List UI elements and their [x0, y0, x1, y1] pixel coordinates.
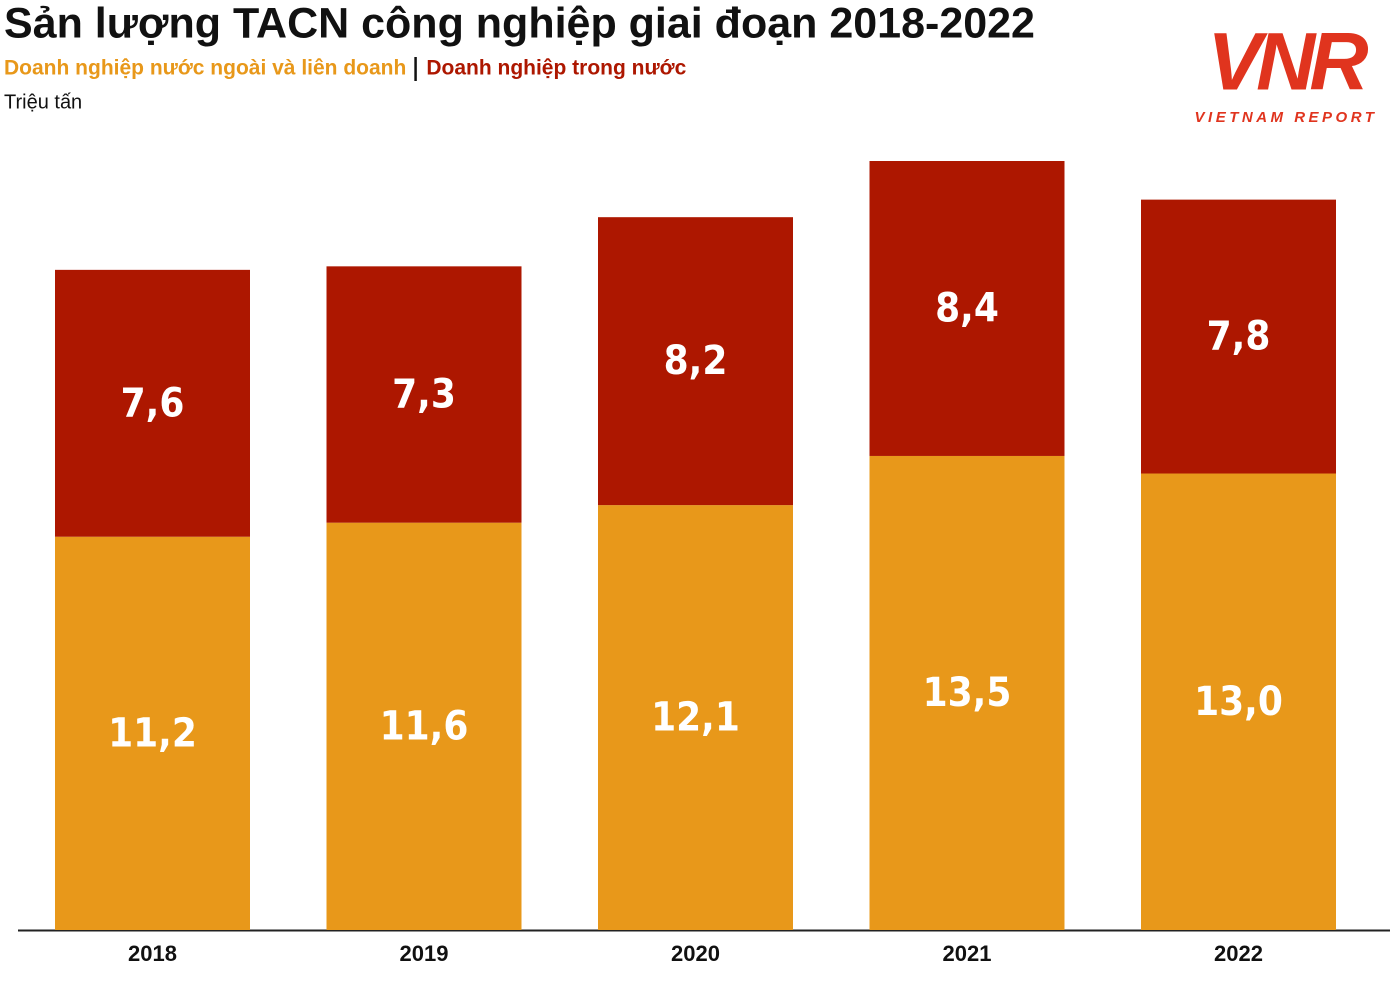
logo-text: VIETNAM REPORT	[1195, 109, 1378, 126]
bar-segment	[598, 217, 793, 506]
value-label: 7,8	[1207, 314, 1271, 360]
bar-segment	[55, 536, 250, 930]
bar-segment	[1141, 199, 1336, 474]
value-label: 7,6	[121, 380, 185, 426]
value-label: 13,5	[923, 670, 1012, 716]
x-tick-label: 2018	[128, 941, 177, 966]
value-label: 11,2	[108, 710, 197, 756]
y-axis-label: Triệu tấn	[4, 91, 82, 113]
x-tick-label: 2021	[943, 941, 992, 966]
chart-title: Sản lượng TACN công nghiệp giai đoạn 201…	[4, 0, 1035, 47]
bar-segment	[326, 266, 522, 523]
value-label: 8,2	[664, 338, 728, 384]
bar-segment	[55, 269, 250, 537]
value-label: 12,1	[651, 695, 740, 741]
bar-segment	[869, 161, 1065, 456]
x-tick-label: 2022	[1214, 941, 1263, 966]
value-label: 11,6	[380, 703, 469, 749]
value-label: 8,4	[935, 285, 999, 331]
bar-segment	[598, 505, 793, 930]
bar-segment	[326, 522, 522, 930]
legend-entry: Doanh nghiệp trong nước	[426, 57, 686, 80]
legend-separator	[414, 57, 417, 81]
bar-segment	[869, 455, 1065, 930]
x-tick-label: 2019	[400, 941, 449, 966]
legend-entry: Doanh nghiệp nước ngoài và liên doanh	[4, 57, 406, 80]
bar-segment	[1141, 473, 1336, 930]
value-label: 13,0	[1194, 679, 1283, 725]
value-label: 7,3	[392, 372, 456, 418]
x-tick-label: 2020	[671, 941, 720, 966]
logo-mark: VNR	[1207, 17, 1368, 108]
